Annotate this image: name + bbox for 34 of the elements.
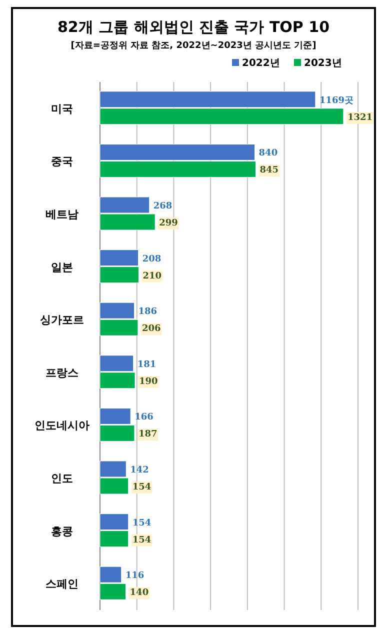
legend-label: 2022년 bbox=[242, 58, 280, 69]
data-label: 154 bbox=[132, 535, 152, 546]
data-label: 166 bbox=[134, 412, 154, 423]
data-label: 206 bbox=[142, 324, 161, 334]
data-label: 154 bbox=[132, 518, 152, 528]
y-tick-label: 중국 bbox=[51, 155, 73, 168]
y-tick-label: 인도 bbox=[51, 472, 73, 485]
data-label: 116 bbox=[125, 571, 144, 582]
data-label: 190 bbox=[139, 376, 158, 387]
data-label: 845 bbox=[260, 166, 279, 176]
data-label: 142 bbox=[130, 466, 149, 476]
y-tick-label: 프랑스 bbox=[46, 366, 78, 380]
data-label: 840 bbox=[258, 148, 278, 159]
data-label: 181 bbox=[137, 360, 156, 370]
legend-label: 2023년 bbox=[304, 58, 342, 69]
y-tick-label: 스페인 bbox=[46, 578, 78, 591]
y-tick-label: 미국 bbox=[51, 102, 73, 116]
y-tick-label: 인도네시아 bbox=[34, 419, 90, 432]
data-label: 299 bbox=[159, 218, 178, 228]
y-tick-label: 일본 bbox=[51, 260, 73, 274]
data-label: 268 bbox=[153, 202, 172, 212]
data-label: 210 bbox=[142, 271, 162, 282]
data-label: 140 bbox=[130, 588, 149, 598]
y-tick-label: 베트남 bbox=[46, 208, 78, 221]
data-label: 1169곳 bbox=[319, 96, 354, 106]
y-tick-label: 싱가포르 bbox=[40, 314, 84, 327]
data-label: 1321 bbox=[347, 112, 373, 123]
data-label: 154 bbox=[132, 482, 152, 492]
y-tick-label: 홍콩 bbox=[51, 524, 73, 538]
chart-title: 82개 그룹 해외법인 진출 국가 TOP 10 bbox=[57, 18, 330, 36]
chart-subtitle: [자료=공정위 자료 참조, 2022년~2023년 공시년도 기준] bbox=[70, 41, 316, 51]
data-label: 187 bbox=[138, 430, 158, 440]
data-label: 208 bbox=[142, 254, 162, 264]
data-label: 186 bbox=[138, 307, 158, 318]
